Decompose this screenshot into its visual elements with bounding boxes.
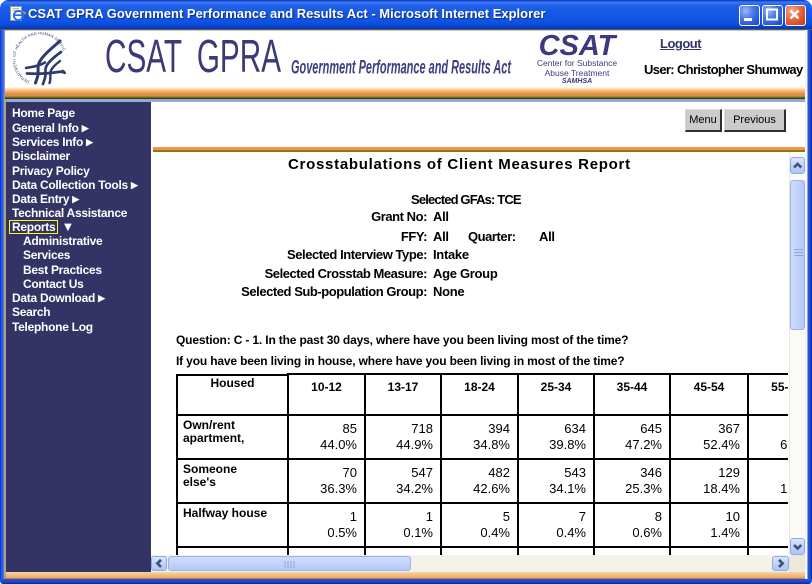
svg-text:CSAT GPRA: CSAT GPRA xyxy=(105,34,281,82)
svg-text:DEPARTMENT OF HEALTH AND HUMAN: DEPARTMENT OF HEALTH AND HUMAN SERVICES … xyxy=(13,32,67,85)
svg-text:Government Performance and Res: Government Performance and Results Act xyxy=(291,58,511,79)
